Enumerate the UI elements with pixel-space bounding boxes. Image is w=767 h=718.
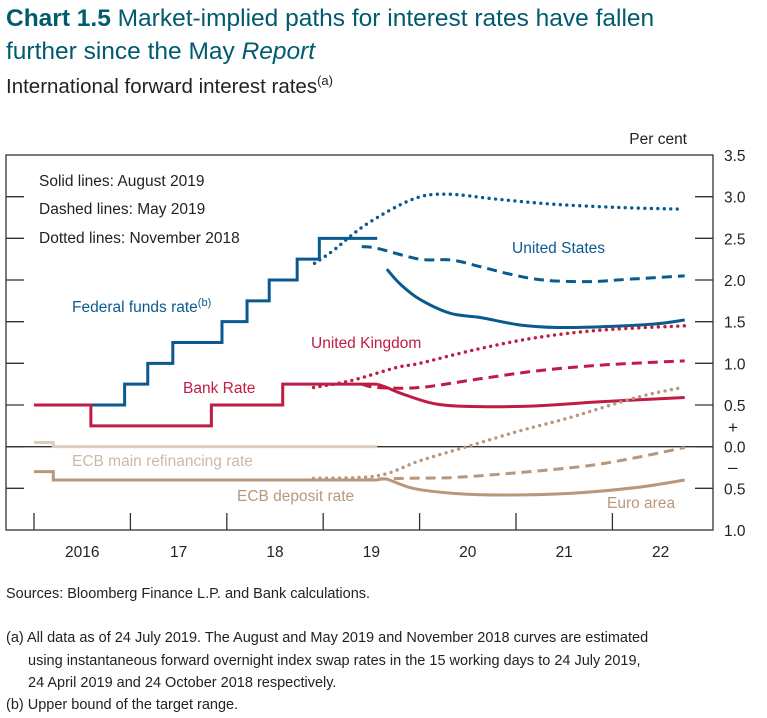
chart-number: Chart 1.5 <box>6 5 111 32</box>
footnote-b: (b) Upper bound of the target range. <box>6 697 239 713</box>
x-tick-label: 22 <box>652 544 669 561</box>
x-tick-label: 2016 <box>65 544 99 561</box>
x-tick-label: 19 <box>363 544 380 561</box>
subtitle-text: International forward interest rates <box>6 74 318 98</box>
series-uk_nov18 <box>311 324 687 390</box>
title-italic: Report <box>241 38 316 65</box>
label-ecb-deposit: ECB deposit rate <box>237 488 354 505</box>
y-tick-label: 1.0 <box>724 523 746 540</box>
legend: Solid lines: August 2019 Dashed lines: M… <box>39 173 240 247</box>
plus-sign: + <box>728 418 738 437</box>
y-tick-label: 0.0 <box>724 440 746 457</box>
title-text: Market-implied paths for interest rates … <box>110 5 655 32</box>
x-tick-label: 21 <box>556 544 573 561</box>
series-uk_may19 <box>361 359 685 390</box>
label-federal-funds: Federal funds rate(b) <box>72 297 211 316</box>
series-uk_aug19 <box>376 382 685 409</box>
axes: 3.5 3.0 2.5 2.0 1.5 1.0 0.5 0.0 0.5 1.0 + – Per cent… <box>5 131 746 561</box>
footnote-a-line2: using instantaneous forward overnight in… <box>28 652 641 669</box>
label-bank-rate: Bank Rate <box>183 380 255 397</box>
legend-dotted: Dotted lines: November 2018 <box>39 230 240 247</box>
series-fed <box>34 236 378 407</box>
series-ecb_dep <box>34 470 378 482</box>
y-tick-label: 2.0 <box>724 273 746 290</box>
y-tick-label: 1.0 <box>724 356 746 373</box>
y-tick-label: 0.5 <box>724 481 746 498</box>
minus-sign: – <box>728 458 738 477</box>
series-euro_nov18 <box>311 385 684 481</box>
series-euro_aug19 <box>376 477 685 497</box>
series-us_may19 <box>361 245 685 284</box>
x-tick-label: 20 <box>459 544 477 561</box>
chart-title: Chart 1.5 Market-implied paths for inter… <box>6 2 654 68</box>
series-lines <box>34 192 687 497</box>
units-label: Per cent <box>629 131 687 148</box>
y-tick-label: 3.0 <box>724 190 746 207</box>
y-tick-label: 0.5 <box>724 398 746 415</box>
legend-solid: Solid lines: August 2019 <box>39 173 204 190</box>
annotations: Federal funds rate(b) United States Unit… <box>72 240 675 512</box>
y-tick-label: 1.5 <box>724 315 746 332</box>
series-euro_may19 <box>361 446 686 482</box>
y-tick-label: 2.5 <box>724 231 746 248</box>
label-euro-area: Euro area <box>607 495 675 512</box>
series-ecb_mro <box>34 441 378 449</box>
label-united-states: United States <box>512 240 605 257</box>
label-ecb-mro: ECB main refinancing rate <box>72 453 253 470</box>
footnote-a: (a) All data as of 24 July 2019. The Aug… <box>6 627 648 695</box>
series-us_aug19 <box>385 268 685 330</box>
title-line2: further since the May <box>6 38 242 65</box>
legend-dashed: Dashed lines: May 2019 <box>39 201 205 218</box>
plot-frame <box>5 154 714 531</box>
label-united-kingdom: United Kingdom <box>311 335 421 352</box>
subtitle-note: (a) <box>317 73 333 88</box>
series-bank <box>34 382 378 428</box>
chart-subtitle: International forward interest rates(a) <box>6 73 333 99</box>
x-tick-label: 17 <box>170 544 187 561</box>
footnote-a-line1: (a) All data as of 24 July 2019. The Aug… <box>6 630 649 646</box>
footnote-a-line3: 24 April 2019 and 24 October 2018 respec… <box>28 675 337 691</box>
series-us_nov18 <box>312 192 684 266</box>
sources: Sources: Bloomberg Finance L.P. and Bank… <box>6 586 371 602</box>
x-tick-label: 18 <box>266 544 283 561</box>
y-tick-label: 3.5 <box>724 148 746 165</box>
